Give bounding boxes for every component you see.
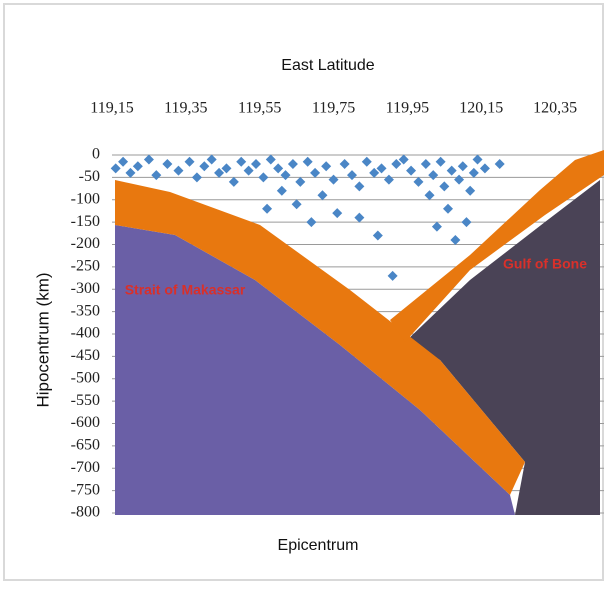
x-tick-label: 119,55 [238,100,281,117]
x-tick-label: 120,15 [459,100,503,117]
x-axis-title: East Latitude [281,57,375,74]
page: East Latitude Hipocentrum (km) Epicentru… [0,0,608,590]
y-tick-label: 0 [92,146,100,163]
y-tick-label: -250 [71,258,100,275]
x-tick-label: 120,35 [533,100,577,117]
x-tick-label: 119,95 [386,100,429,117]
y-tick-label: -150 [71,213,100,230]
x-tick-label: 119,35 [164,100,207,117]
bottom-label: Epicentrum [278,537,359,554]
y-tick-label: -600 [71,414,100,431]
y-tick-label: -100 [71,190,100,207]
y-tick-label: -450 [71,347,100,364]
x-tick-label: 119,15 [90,100,133,117]
y-tick-label: -200 [71,235,100,252]
y-tick-label: -700 [71,459,100,476]
y-tick-label: -50 [79,168,100,185]
y-tick-label: -650 [71,437,100,454]
annotation: Gulf of Bone [503,256,587,272]
y-tick-label: -300 [71,280,100,297]
y-tick-label: -350 [71,302,100,319]
y-axis-title: Hipocentrum (km) [33,272,52,407]
y-tick-label: -500 [71,369,100,386]
y-tick-label: -550 [71,392,100,409]
y-tick-label: -750 [71,481,100,498]
x-tick-label: 119,75 [312,100,355,117]
y-tick-label: -400 [71,325,100,342]
chart: East Latitude Hipocentrum (km) Epicentru… [0,0,608,585]
y-tick-label: -800 [71,504,100,521]
annotation: Strait of Makassar [125,282,246,298]
